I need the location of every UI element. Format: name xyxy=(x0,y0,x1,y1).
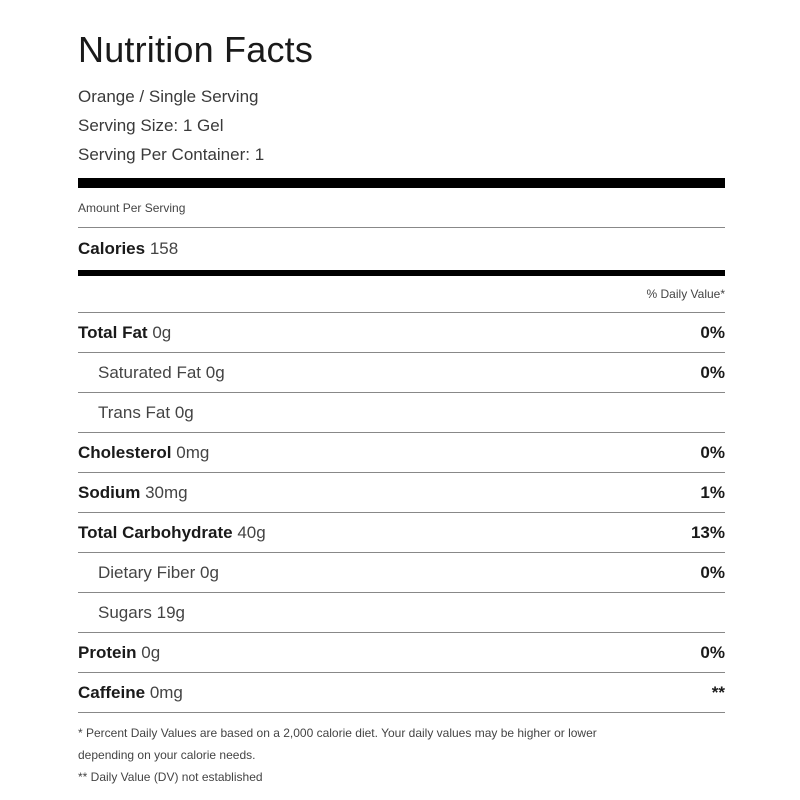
nutrient-row-sugars: Sugars 19g xyxy=(78,593,725,633)
nutrient-row-total-carbohydrate: Total Carbohydrate 40g 13% xyxy=(78,513,725,553)
nutrient-amount: 19g xyxy=(156,602,185,622)
footnotes: * Percent Daily Values are based on a 2,… xyxy=(78,722,725,788)
calories-label: Calories xyxy=(78,239,146,258)
nutrient-label: Trans Fat xyxy=(98,402,171,422)
calories-row: Calories 158 xyxy=(78,228,725,270)
nutrient-amount: 30mg xyxy=(145,482,188,502)
nutrient-label: Protein xyxy=(78,642,137,662)
medium-divider xyxy=(78,270,725,276)
nutrient-label: Dietary Fiber xyxy=(98,562,196,582)
nutrient-row-saturated-fat: Saturated Fat 0g 0% xyxy=(78,353,725,393)
calories-value: 158 xyxy=(149,239,179,258)
nutrient-label: Total Fat xyxy=(78,322,148,342)
nutrient-amount: 0mg xyxy=(176,442,210,462)
nutrient-amount: 0g xyxy=(141,642,161,662)
nutrient-amount: 0g xyxy=(205,362,225,382)
thick-divider xyxy=(78,178,725,188)
daily-value-header: % Daily Value* xyxy=(78,276,725,313)
serving-size: Serving Size: 1 Gel xyxy=(78,116,224,135)
nutrient-row-sodium: Sodium 30mg 1% xyxy=(78,473,725,513)
nutrient-daily-value: 0% xyxy=(700,362,725,382)
nutrient-label: Cholesterol xyxy=(78,442,172,462)
nutrient-daily-value: 0% xyxy=(700,442,725,462)
nutrient-row-cholesterol: Cholesterol 0mg 0% xyxy=(78,433,725,473)
footnote-calorie-needs: depending on your calorie needs. xyxy=(78,748,256,762)
nutrient-daily-value: 13% xyxy=(690,522,725,542)
nutrient-amount: 0g xyxy=(200,562,219,582)
nutrient-daily-value: ** xyxy=(711,682,725,702)
nutrient-row-trans-fat: Trans Fat 0g xyxy=(78,393,725,433)
nutrient-row-dietary-fiber: Dietary Fiber 0g 0% xyxy=(78,553,725,593)
footnote-daily-values: * Percent Daily Values are based on a 2,… xyxy=(78,726,597,740)
nutrient-label: Sodium xyxy=(78,482,141,502)
nutrient-row-caffeine: Caffeine 0mg ** xyxy=(78,673,725,713)
nutrient-label: Caffeine xyxy=(78,682,146,702)
product-name: Orange / Single Serving xyxy=(78,87,259,106)
nutrient-row-total-fat: Total Fat 0g 0% xyxy=(78,313,725,353)
nutrient-row-protein: Protein 0g 0% xyxy=(78,633,725,673)
footnote-dv-not-established: ** Daily Value (DV) not established xyxy=(78,770,263,784)
nutrient-amount: 0g xyxy=(174,402,194,422)
nutrient-amount: 40g xyxy=(237,522,266,542)
nutrient-daily-value: 0% xyxy=(700,642,725,662)
nutrition-facts-panel: Nutrition Facts Orange / Single Serving … xyxy=(78,28,725,788)
nutrient-label: Total Carbohydrate xyxy=(78,522,233,542)
page-title: Nutrition Facts xyxy=(78,29,314,70)
nutrient-daily-value: 0% xyxy=(700,322,725,342)
nutrient-label: Sugars xyxy=(98,602,152,622)
nutrient-daily-value: 0% xyxy=(700,562,725,582)
nutrient-amount: 0mg xyxy=(149,682,183,702)
serving-per-container: Serving Per Container: 1 xyxy=(78,145,265,164)
nutrient-amount: 0g xyxy=(152,322,172,342)
amount-per-serving-label: Amount Per Serving xyxy=(78,188,725,228)
nutrient-label: Saturated Fat xyxy=(98,362,202,382)
nutrient-daily-value: 1% xyxy=(700,482,725,502)
